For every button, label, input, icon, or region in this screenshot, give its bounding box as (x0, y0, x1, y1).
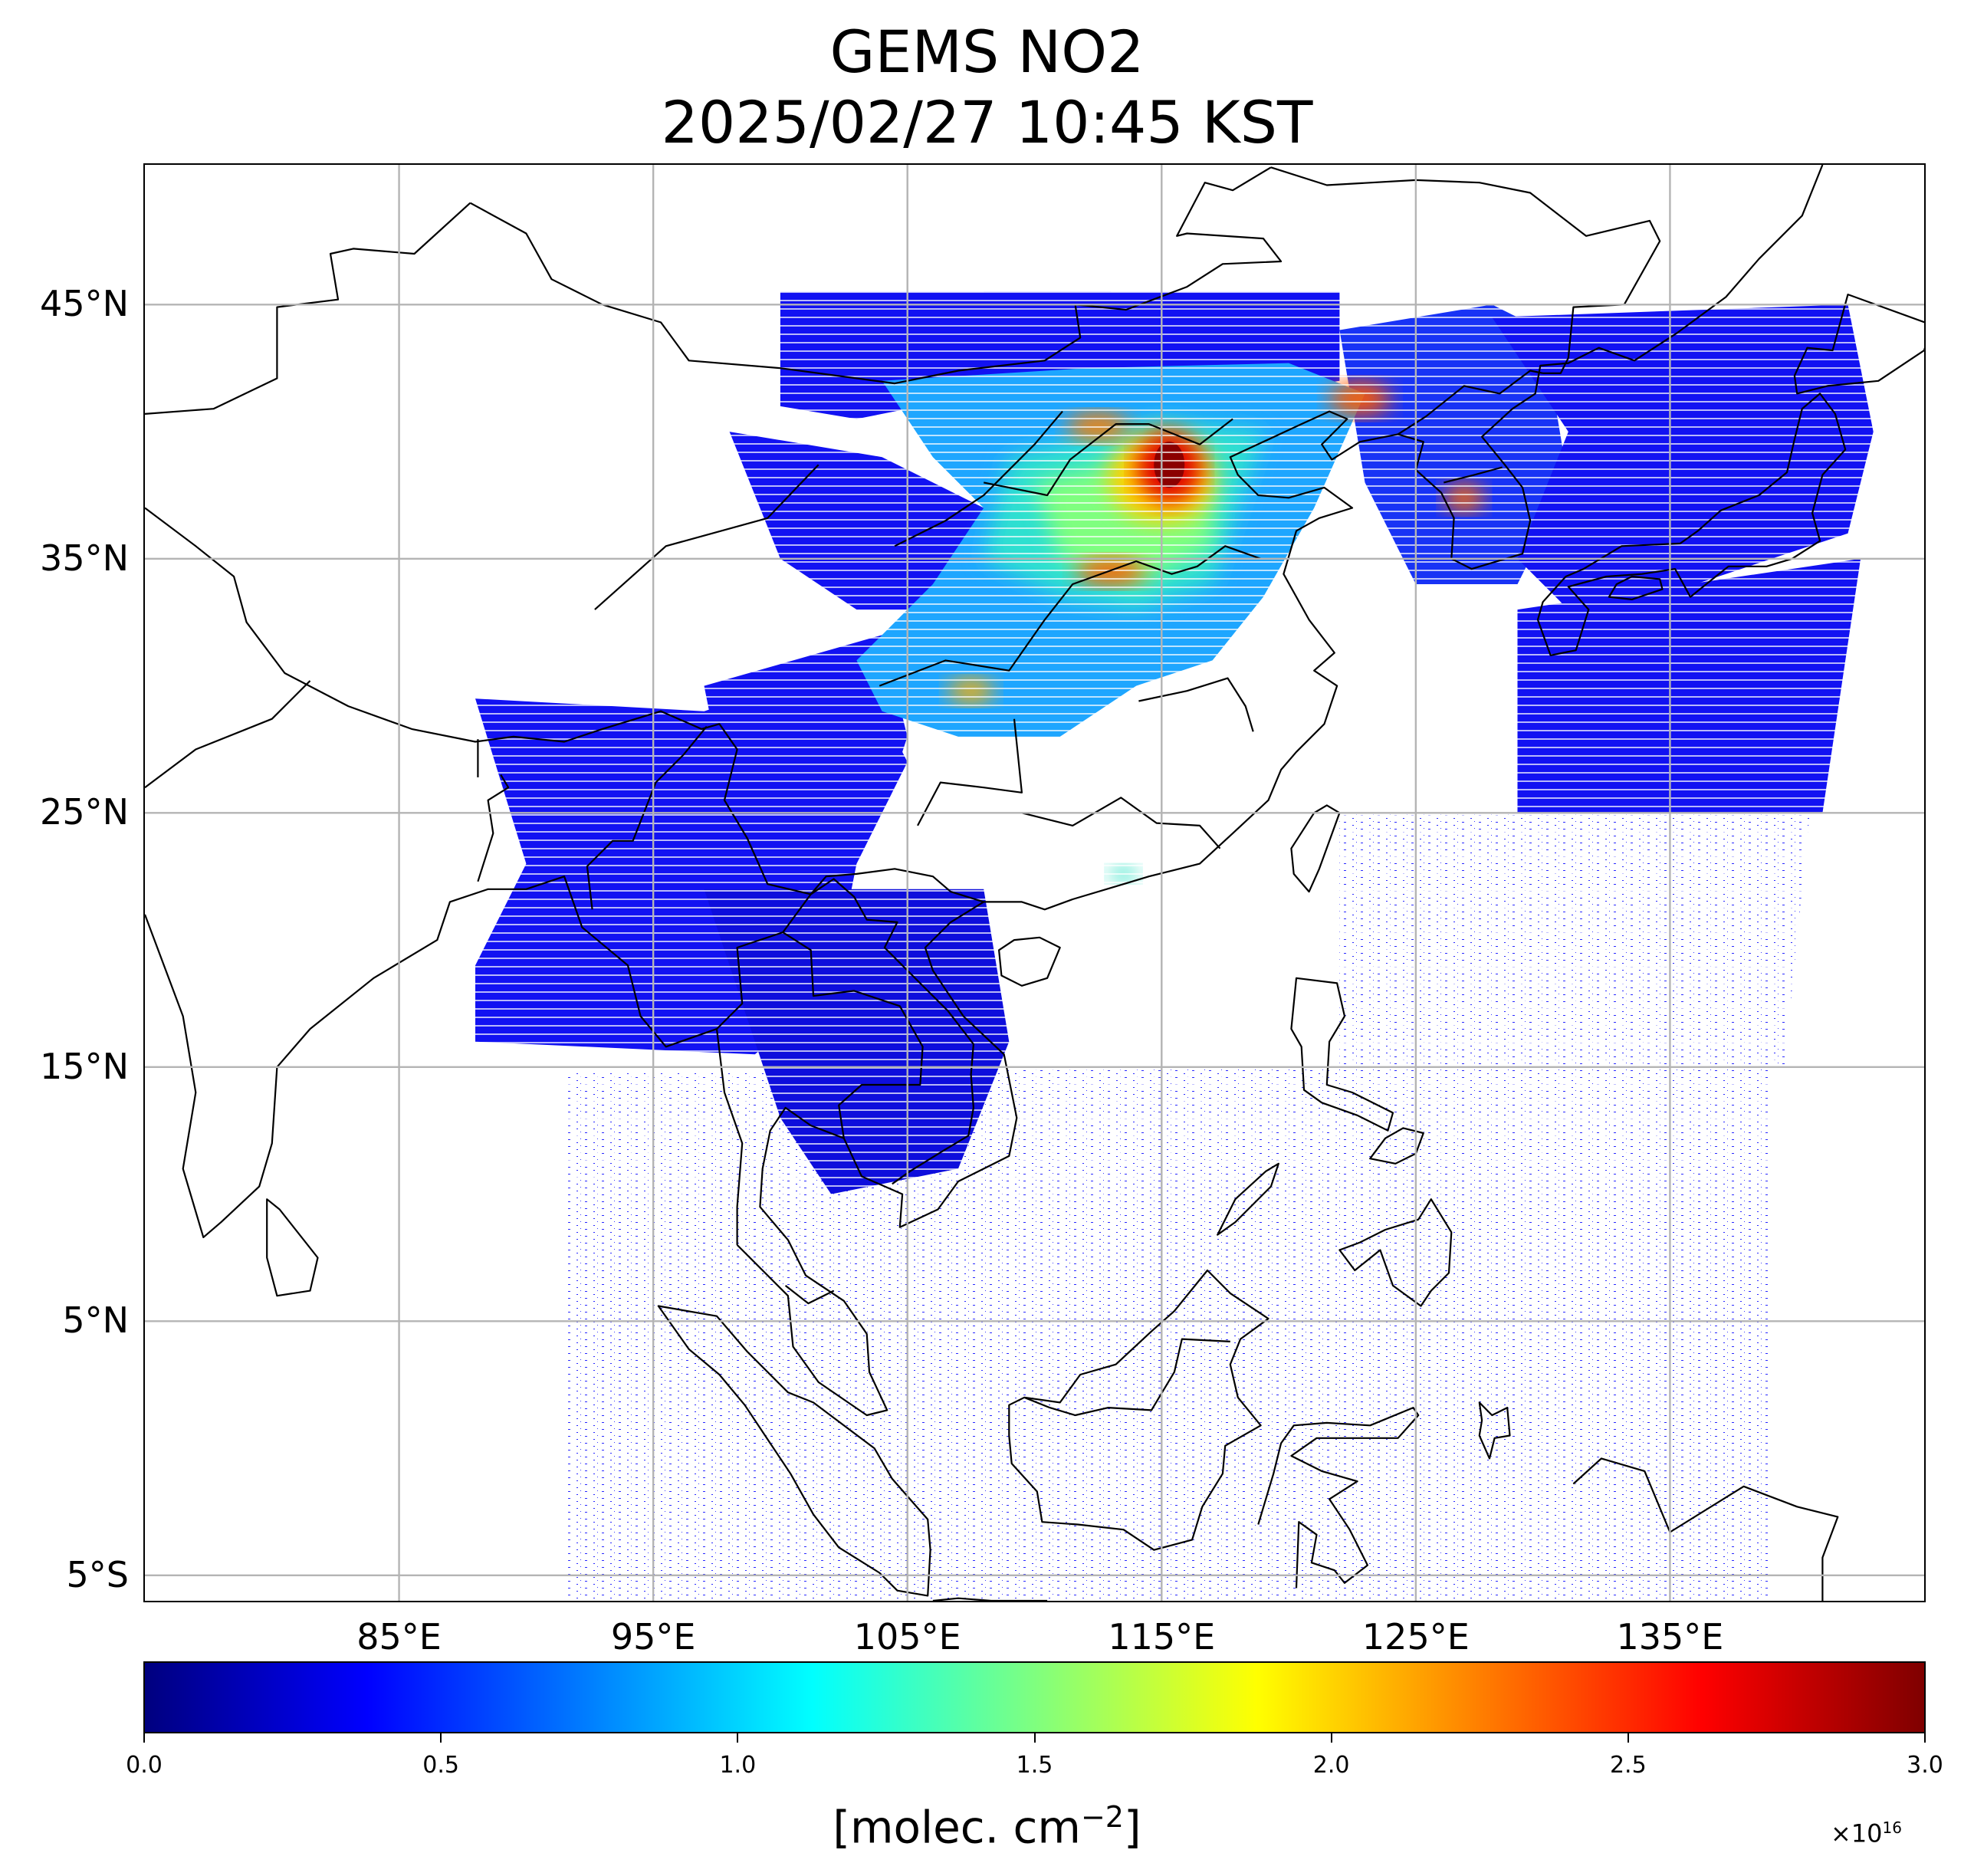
map-gridlines (145, 165, 1924, 1601)
border-china-korea (1398, 370, 1543, 435)
colorbar-tick-label: 0.5 (422, 1752, 460, 1779)
coastline-indochina (736, 901, 1018, 1417)
coastline-halmahera (1478, 1401, 1511, 1460)
no2-map (145, 165, 1924, 1601)
coastline-borneo (1008, 1269, 1269, 1551)
coastline-shikoku (1608, 575, 1664, 601)
sparse-retrieval-south (564, 1066, 1772, 1601)
longitude-label: 135°E (1616, 1616, 1724, 1658)
border-china-provinces-b (983, 418, 1233, 497)
coastline-palawan (1217, 1162, 1279, 1236)
colorbar-tickmark (1033, 1733, 1036, 1743)
latitude-label: 5°N (62, 1299, 129, 1342)
border-myanmar-india (586, 725, 708, 910)
colorbar-tick-label: 1.5 (1016, 1752, 1053, 1779)
colorbar-tick-label: 1.0 (719, 1752, 757, 1779)
colorbar-tickmark (737, 1733, 739, 1743)
scan-line-texture (145, 279, 1924, 1194)
map-title: GEMS NO2 (829, 18, 1145, 86)
coastline-sri-lanka (266, 1198, 319, 1297)
longitude-label: 85°E (356, 1616, 442, 1658)
border-myanmar-thailand (716, 893, 812, 1030)
coastline-java-north (932, 1597, 1048, 1601)
latitude-label: 25°N (40, 791, 129, 833)
border-china-provinces-f (1138, 677, 1254, 732)
border-china-south (145, 507, 984, 903)
colorbar-tick-label: 3.0 (1907, 1752, 1943, 1779)
no2-field-layer (145, 279, 1924, 1601)
border-vietnam-laos-cambodia (810, 878, 975, 1185)
border-china-provinces-a (879, 545, 1261, 687)
coastline-taiwan (1290, 804, 1341, 893)
coastline-luzon (1290, 977, 1394, 1132)
colorbar-tick-label: 0.0 (126, 1752, 163, 1779)
border-india-bangladesh (477, 774, 510, 882)
coastline-china-korea-russia (984, 165, 1824, 911)
border-borneo-malaysia (1023, 1338, 1230, 1417)
colorbar-tickmark (1330, 1733, 1332, 1743)
colorbar-tick-label: 2.5 (1609, 1752, 1647, 1779)
border-china-provinces-d (1021, 797, 1221, 849)
border-mongolia-china (469, 166, 1283, 385)
coastline-mindanao (1338, 1198, 1453, 1307)
border-thailand-laos-cambodia (782, 931, 924, 1138)
border-india-nepal (145, 680, 311, 789)
coastline-hokkaido (1793, 294, 1924, 395)
map-plot-area[interactable] (143, 163, 1926, 1602)
latitude-label: 35°N (40, 537, 129, 579)
longitude-label: 105°E (853, 1616, 961, 1658)
map-subtitle: 2025/02/27 10:45 KST (661, 88, 1313, 156)
colorbar (143, 1661, 1926, 1733)
latitude-label: 5°S (66, 1553, 129, 1595)
colorbar-tick-label: 2.0 (1312, 1752, 1350, 1779)
coastline-sulawesi (1257, 1406, 1420, 1589)
longitude-label: 95°E (610, 1616, 696, 1658)
border-china-provinces-g (594, 464, 819, 610)
border-china-provinces-e (917, 718, 1023, 826)
colorbar-tickmark (1627, 1733, 1629, 1743)
latitude-label: 45°N (40, 283, 129, 325)
country-borders (145, 165, 1924, 1601)
coastline-visayas (1369, 1127, 1424, 1165)
coastline-japan-honshu (1536, 393, 1847, 656)
colorbar-unit-label: [molec. cm−2] (833, 1800, 1141, 1854)
coastline-hainan (997, 936, 1061, 987)
coastline-sumatra (657, 1305, 931, 1597)
colorbar-exponent: ×1016 (1831, 1819, 1902, 1848)
longitude-label: 115°E (1108, 1616, 1216, 1658)
colorbar-tickmark (440, 1733, 442, 1743)
border-thailand-malaysia (784, 1285, 835, 1305)
latitude-label: 15°N (40, 1045, 129, 1087)
longitude-label: 125°E (1361, 1616, 1470, 1658)
border-china-west (145, 202, 471, 415)
border-china-provinces-c (894, 410, 1063, 547)
colorbar-tickmark (1924, 1733, 1926, 1743)
colorbar-tickmark (143, 1733, 145, 1743)
coastline-new-guinea (1572, 1457, 1839, 1601)
border-korea-dmz (1444, 466, 1503, 484)
